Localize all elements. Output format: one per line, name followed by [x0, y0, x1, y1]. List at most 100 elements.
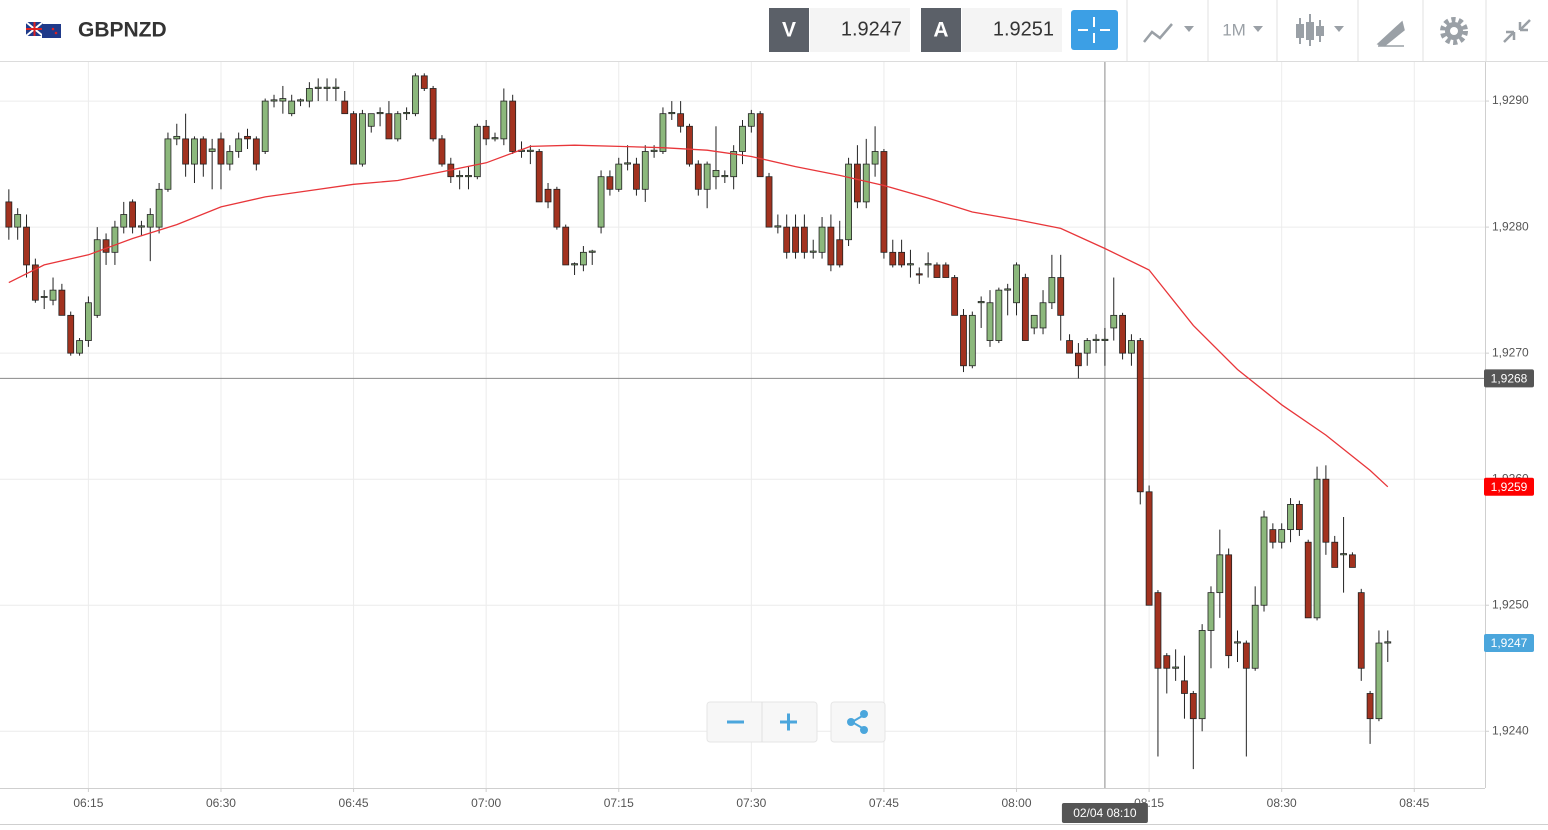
- candle-body: [1331, 541, 1339, 568]
- dropdown-arrow: [1253, 26, 1263, 32]
- candle-body: [129, 201, 136, 228]
- candle-body: [1039, 302, 1047, 329]
- zoom-in-button[interactable]: [780, 713, 797, 731]
- candle-body: [323, 86, 331, 89]
- candle-body: [182, 138, 190, 165]
- candle-body: [341, 100, 349, 115]
- candle-body: [633, 163, 640, 190]
- x-tick-label: 08:45: [1399, 796, 1429, 810]
- candle-body: [482, 125, 490, 140]
- candle-body: [359, 113, 366, 165]
- candle-body: [509, 100, 517, 152]
- settings-button[interactable]: [1440, 17, 1468, 45]
- price-marker-label: 1,9247: [1491, 636, 1528, 650]
- candle-body: [14, 214, 22, 228]
- crosshair-time-box: [1061, 803, 1148, 823]
- candle-body: [111, 226, 119, 253]
- flag-nz-star: [51, 27, 55, 31]
- candle-body: [305, 88, 313, 102]
- candle-body: [385, 113, 393, 140]
- x-tick-label: 07:30: [736, 796, 766, 810]
- candle-body: [1340, 553, 1347, 556]
- candle-body: [332, 86, 340, 89]
- candle-body: [1242, 642, 1250, 669]
- crosshair-button[interactable]: [1071, 10, 1118, 50]
- candle-body: [1154, 592, 1162, 669]
- chart-type-button[interactable]: [1143, 23, 1194, 43]
- draw-tool-button[interactable]: [1376, 20, 1405, 47]
- candle-body: [641, 151, 649, 190]
- x-tick-label: 06:45: [339, 796, 369, 810]
- collapse-button[interactable]: [1503, 19, 1531, 43]
- candle-body: [977, 301, 985, 304]
- candle-style-button[interactable]: [1296, 14, 1344, 46]
- candle-body: [314, 86, 322, 89]
- price-marker: [1484, 369, 1534, 388]
- candle-body: [491, 137, 499, 140]
- candle-body: [403, 112, 411, 115]
- candle-body: [1384, 641, 1392, 644]
- candle-body: [712, 169, 720, 178]
- timeframe-button[interactable]: 1M: [1222, 20, 1263, 39]
- bid-box: [810, 8, 910, 52]
- candle-body: [473, 125, 481, 178]
- candle-body: [1234, 641, 1241, 644]
- candle-body: [164, 138, 172, 190]
- bid-label: V: [782, 19, 796, 42]
- candle-body: [1349, 554, 1356, 568]
- candle-body: [429, 88, 437, 140]
- candle-body: [93, 239, 101, 316]
- candle-body: [1198, 630, 1206, 720]
- candle-body: [412, 75, 419, 115]
- candle-body: [367, 113, 375, 127]
- share-box: [830, 701, 886, 743]
- candle-body: [76, 340, 83, 354]
- ask-button[interactable]: [921, 8, 961, 52]
- candle-body: [217, 138, 225, 165]
- share-icon: [847, 718, 855, 726]
- candle-body: [1048, 277, 1056, 304]
- bid-value: 1.9247: [841, 18, 902, 40]
- plot: 1,92401,92501,92601,92701,92801,929006:1…: [0, 62, 1529, 810]
- x-tick-label: 06:15: [73, 796, 103, 810]
- symbol: GBPNZD: [78, 19, 167, 42]
- candle-body: [1083, 340, 1091, 354]
- candle-body: [208, 148, 216, 152]
- x-tick-label: 07:45: [869, 796, 899, 810]
- candle-body: [756, 113, 764, 178]
- price-marker-label: 1,9259: [1491, 480, 1528, 494]
- candle-body: [792, 226, 799, 253]
- candle-body: [261, 100, 269, 152]
- candle-body: [694, 163, 702, 190]
- candle-body: [235, 138, 243, 152]
- candle-body: [836, 239, 844, 266]
- candle-body: [544, 188, 552, 203]
- candle-body: [907, 263, 914, 266]
- bid-button[interactable]: [769, 8, 809, 52]
- share-button[interactable]: [847, 710, 868, 734]
- candle-body: [1074, 352, 1082, 367]
- candle-body: [40, 296, 48, 298]
- candle-body: [67, 314, 75, 354]
- candle-body: [783, 226, 791, 253]
- candle-body: [1030, 314, 1038, 329]
- candle-body: [889, 251, 897, 266]
- flag-gb-red: [26, 22, 43, 36]
- candle-body: [1225, 554, 1233, 657]
- candle-body: [942, 264, 950, 278]
- candle-body: [465, 175, 472, 178]
- candle-body: [862, 163, 870, 203]
- chart-type-icon: [1143, 23, 1173, 43]
- candle-body: [1181, 680, 1188, 694]
- y-tick-label: 1,9270: [1492, 345, 1529, 359]
- candle-body: [173, 135, 181, 140]
- candle-body: [1269, 529, 1277, 543]
- candle-body: [288, 100, 296, 115]
- x-tick-label: 08:30: [1267, 796, 1297, 810]
- candle-body: [1322, 478, 1330, 543]
- candle-body: [553, 188, 561, 228]
- candle-body: [721, 175, 729, 178]
- candle-body: [800, 226, 808, 253]
- candle-body: [1357, 592, 1365, 669]
